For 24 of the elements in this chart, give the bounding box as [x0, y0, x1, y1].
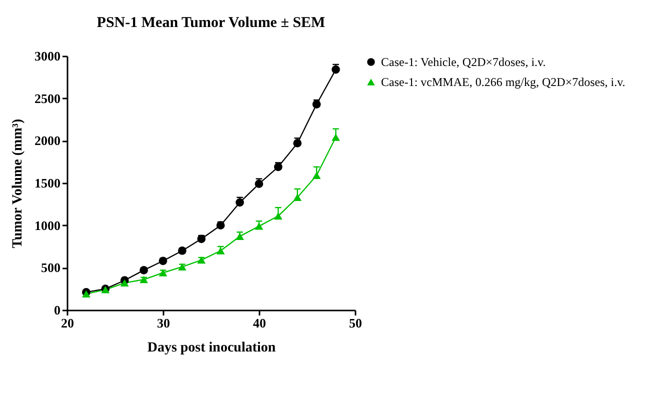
point — [120, 279, 129, 287]
x-axis-title: Days post inoculation — [147, 340, 276, 356]
point — [140, 276, 148, 284]
x-tick-label: 50 — [349, 316, 362, 330]
point — [140, 266, 148, 274]
y-tick-label: 3000 — [34, 48, 60, 64]
legend-label: Case-1: Vehicle, Q2D×7doses, i.v. — [381, 55, 546, 69]
y-tick-label: 1500 — [34, 176, 60, 190]
y-tick-label: 500 — [41, 260, 60, 276]
x-tick-label: 30 — [157, 316, 170, 330]
y-tick-label: 1000 — [34, 218, 60, 233]
x-tick-label: 40 — [253, 316, 266, 330]
point — [158, 269, 168, 276]
y-tick-label: 2500 — [34, 90, 60, 106]
y-tick-label: 0 — [54, 302, 60, 318]
point — [178, 263, 186, 270]
y-axis-title: Tumor Volume (mm³) — [10, 118, 26, 248]
point — [178, 246, 186, 255]
y-tick-label: 2000 — [34, 133, 60, 148]
legend-label: Case-1: vcMMAE, 0.266 mg/kg, Q2D×7doses, i.v. — [381, 75, 626, 89]
x-tick-label: 20 — [61, 316, 74, 330]
point — [197, 256, 206, 264]
chart-title: PSN-1 Mean Tumor Volume ± SEM — [96, 15, 326, 31]
point — [158, 256, 168, 266]
